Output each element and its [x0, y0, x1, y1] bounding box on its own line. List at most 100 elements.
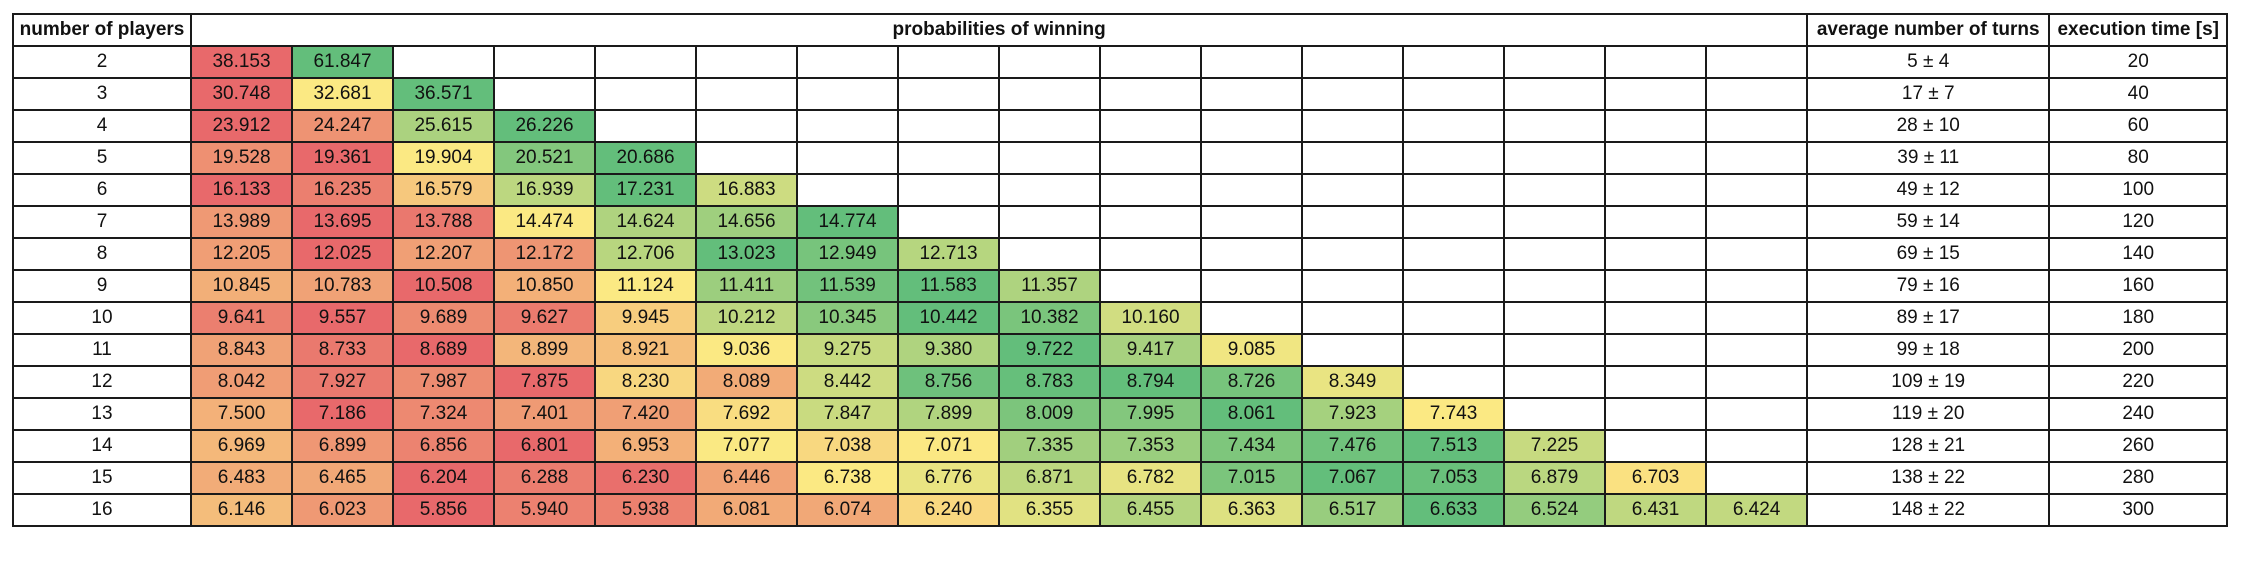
players-cell: 4 [12, 109, 192, 143]
empty-cell [1604, 301, 1707, 335]
empty-cell [1704, 365, 1809, 399]
probability-cell: 23.912 [190, 109, 293, 143]
empty-cell [796, 141, 899, 175]
probability-cell: 7.513 [1402, 429, 1505, 463]
probability-cell: 7.847 [796, 397, 899, 431]
players-cell: 12 [12, 365, 192, 399]
probability-cell: 8.843 [190, 333, 293, 367]
header-row: number of players probabilities of winni… [12, 13, 2229, 47]
execution-time-cell: 300 [2048, 493, 2229, 527]
empty-cell [695, 77, 798, 111]
players-cell: 3 [12, 77, 192, 111]
probability-cell: 6.517 [1301, 493, 1404, 527]
empty-cell [1704, 45, 1809, 79]
average-turns-cell: 49 ± 12 [1806, 173, 2051, 207]
empty-cell [897, 45, 1000, 79]
probability-cell: 12.949 [796, 237, 899, 271]
empty-cell [897, 77, 1000, 111]
table-row: 10 9.641 9.557 9.689 9.627 9.945 10.212 10.345 1… [12, 301, 2229, 335]
empty-cell [796, 45, 899, 79]
probability-cell: 7.420 [594, 397, 697, 431]
empty-cell [1402, 237, 1505, 271]
empty-cell [1402, 45, 1505, 79]
probability-cell: 7.335 [998, 429, 1101, 463]
probability-cell: 12.025 [291, 237, 394, 271]
empty-cell [1503, 333, 1606, 367]
empty-cell [1402, 365, 1505, 399]
empty-cell [1301, 77, 1404, 111]
empty-cell [1200, 205, 1303, 239]
probability-cell: 10.850 [493, 269, 596, 303]
probability-cell: 8.783 [998, 365, 1101, 399]
table-row: 7 13.989 13.695 13.788 14.474 14.624 14.656 14.… [12, 205, 2229, 239]
table-row: 16 6.146 6.023 5.856 5.940 5.938 6.081 6.074 6.2… [12, 493, 2229, 527]
empty-cell [1503, 205, 1606, 239]
probability-cell: 6.782 [1099, 461, 1202, 495]
execution-time-cell: 100 [2048, 173, 2229, 207]
probability-cell: 6.776 [897, 461, 1000, 495]
probability-cell: 6.424 [1704, 493, 1809, 527]
empty-cell [1200, 173, 1303, 207]
probability-cell: 7.015 [1200, 461, 1303, 495]
table-row: 14 6.969 6.899 6.856 6.801 6.953 7.077 7.038 7.0… [12, 429, 2229, 463]
probability-cell: 6.738 [796, 461, 899, 495]
empty-cell [1099, 173, 1202, 207]
probability-cell: 7.038 [796, 429, 899, 463]
empty-cell [1604, 45, 1707, 79]
empty-cell [1503, 109, 1606, 143]
probability-cell: 13.989 [190, 205, 293, 239]
empty-cell [998, 173, 1101, 207]
results-table-container: number of players probabilities of winni… [12, 13, 2229, 527]
probability-cell: 6.455 [1099, 493, 1202, 527]
empty-cell [1301, 141, 1404, 175]
execution-time-cell: 140 [2048, 237, 2229, 271]
empty-cell [1604, 365, 1707, 399]
probability-cell: 11.539 [796, 269, 899, 303]
players-cell: 16 [12, 493, 192, 527]
empty-cell [1301, 45, 1404, 79]
empty-cell [1604, 237, 1707, 271]
header-number-of-players: number of players [12, 13, 192, 47]
execution-time-cell: 40 [2048, 77, 2229, 111]
probability-cell: 6.633 [1402, 493, 1505, 527]
empty-cell [1604, 429, 1707, 463]
average-turns-cell: 148 ± 22 [1806, 493, 2051, 527]
probability-cell: 9.417 [1099, 333, 1202, 367]
execution-time-cell: 260 [2048, 429, 2229, 463]
probability-cell: 13.695 [291, 205, 394, 239]
header-probabilities: probabilities of winning [189, 13, 1809, 47]
empty-cell [1402, 301, 1505, 335]
probability-cell: 19.904 [392, 141, 495, 175]
average-turns-cell: 28 ± 10 [1806, 109, 2051, 143]
probability-cell: 6.969 [190, 429, 293, 463]
empty-cell [1704, 77, 1809, 111]
probability-cell: 10.382 [998, 301, 1101, 335]
empty-cell [1099, 237, 1202, 271]
probability-cell: 6.081 [695, 493, 798, 527]
execution-time-cell: 240 [2048, 397, 2229, 431]
probability-cell: 9.641 [190, 301, 293, 335]
probability-cell: 9.036 [695, 333, 798, 367]
average-turns-cell: 128 ± 21 [1806, 429, 2051, 463]
probability-cell: 10.212 [695, 301, 798, 335]
probability-cell: 7.995 [1099, 397, 1202, 431]
empty-cell [1704, 269, 1809, 303]
table-row: 6 16.133 16.235 16.579 16.939 17.231 16.883 49 … [12, 173, 2229, 207]
empty-cell [1503, 77, 1606, 111]
probability-cell: 6.431 [1604, 493, 1707, 527]
average-turns-cell: 109 ± 19 [1806, 365, 2051, 399]
probability-cell: 8.230 [594, 365, 697, 399]
probability-cell: 24.247 [291, 109, 394, 143]
players-cell: 8 [12, 237, 192, 271]
empty-cell [695, 45, 798, 79]
empty-cell [1099, 109, 1202, 143]
empty-cell [1402, 205, 1505, 239]
empty-cell [1604, 109, 1707, 143]
probability-cell: 6.483 [190, 461, 293, 495]
empty-cell [998, 141, 1101, 175]
probability-cell: 6.288 [493, 461, 596, 495]
players-cell: 7 [12, 205, 192, 239]
average-turns-cell: 99 ± 18 [1806, 333, 2051, 367]
empty-cell [796, 77, 899, 111]
probability-cell: 7.071 [897, 429, 1000, 463]
